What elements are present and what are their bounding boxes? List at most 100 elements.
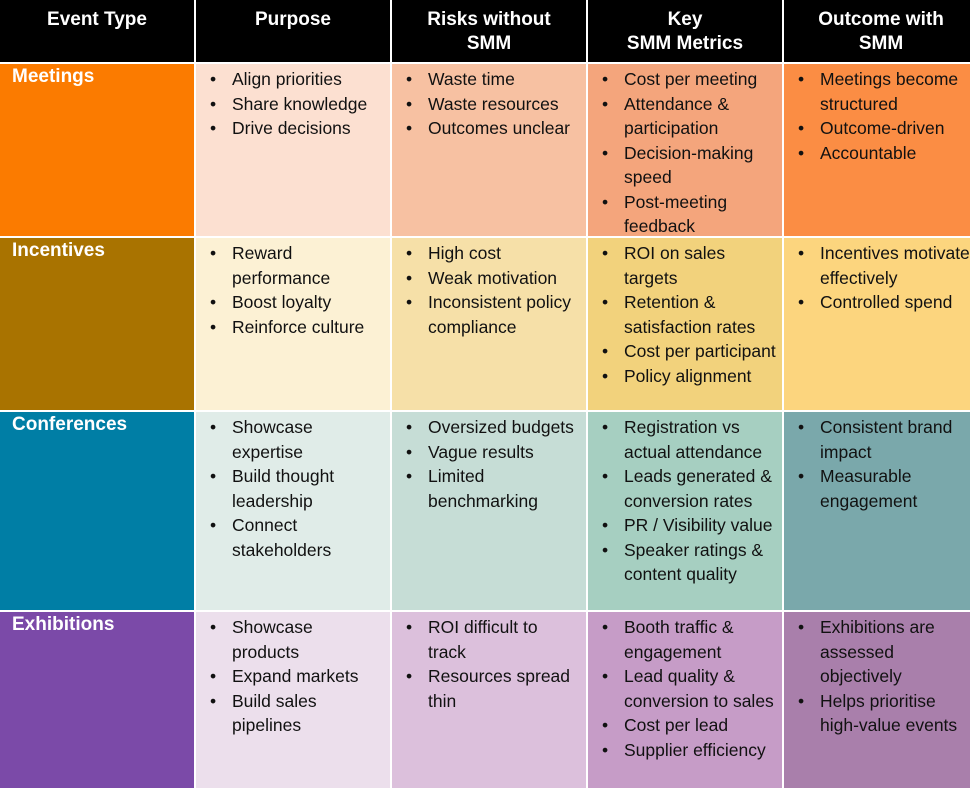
list-item: Resources spread thin [406,664,580,713]
metrics-cell-incentives: ROI on sales targetsRetention & satisfac… [588,238,782,410]
list-item: Registration vs actual attendance [602,415,776,464]
metrics-list-exhibitions: Booth traffic & engagementLead quality &… [588,612,782,762]
list-item: Limited benchmarking [406,464,580,513]
list-item: Waste resources [406,92,580,117]
header-outcome: Outcome with SMM [784,0,970,62]
event-cell-exhibitions: Exhibitions [0,612,194,788]
list-item: Helps prioritise high-value events [798,689,970,738]
list-item: Meetings become structured [798,67,970,116]
list-item: Share knowledge [210,92,384,117]
list-item: Retention & satisfaction rates [602,290,776,339]
smm-event-table: Event Type Purpose Risks without SMM Key… [0,0,970,780]
metrics-cell-conferences: Registration vs actual attendanceLeads g… [588,412,782,610]
purpose-list-meetings: Align prioritiesShare knowledgeDrive dec… [196,64,390,141]
list-item: Lead quality & conversion to sales [602,664,776,713]
list-item: Vague results [406,440,580,465]
risks-cell-exhibitions: ROI difficult to trackResources spread t… [392,612,586,788]
header-event-type-label: Event Type [47,9,147,30]
outcome-cell-conferences: Consistent brand impactMeasurable engage… [784,412,970,610]
event-cell-conferences: Conferences [0,412,194,610]
list-item: Leads generated & conversion rates [602,464,776,513]
header-metrics-line2: SMM Metrics [626,33,744,54]
metrics-list-meetings: Cost per meetingAttendance & participati… [588,64,782,236]
list-item: Supplier efficiency [602,738,776,763]
list-item: Showcase products [210,615,384,664]
purpose-cell-conferences: Showcase expertiseBuild thought leadersh… [196,412,390,610]
metrics-list-conferences: Registration vs actual attendanceLeads g… [588,412,782,587]
list-item: Decision-making speed [602,141,776,190]
outcome-list-conferences: Consistent brand impactMeasurable engage… [784,412,970,513]
list-item: Build sales pipelines [210,689,384,738]
list-item: ROI on sales targets [602,241,776,290]
list-item: Waste time [406,67,580,92]
list-item: Cost per meeting [602,67,776,92]
list-item: Measurable engagement [798,464,970,513]
event-label-exhibitions: Exhibitions [12,614,115,635]
list-item: Boost loyalty [210,290,384,315]
list-item: Reward performance [210,241,384,290]
list-item: Exhibitions are assessed objectively [798,615,970,689]
event-cell-incentives: Incentives [0,238,194,410]
list-item: Cost per lead [602,713,776,738]
outcome-list-incentives: Incentives motivate effectivelyControlle… [784,238,970,315]
list-item: Outcomes unclear [406,116,580,141]
purpose-cell-meetings: Align prioritiesShare knowledgeDrive dec… [196,64,390,236]
header-metrics: Key SMM Metrics [588,0,782,62]
risks-list-conferences: Oversized budgetsVague resultsLimited be… [392,412,586,513]
list-item: Cost per participant [602,339,776,364]
list-item: Consistent brand impact [798,415,970,464]
list-item: Inconsistent policy compliance [406,290,580,339]
list-item: PR / Visibility value [602,513,776,538]
list-item: Outcome-driven [798,116,970,141]
event-cell-meetings: Meetings [0,64,194,236]
list-item: Drive decisions [210,116,384,141]
header-outcome-line1: Outcome with [818,9,944,30]
list-item: ROI difficult to track [406,615,580,664]
header-risks: Risks without SMM [392,0,586,62]
risks-list-meetings: Waste timeWaste resourcesOutcomes unclea… [392,64,586,141]
header-outcome-line2: SMM [858,33,904,54]
list-item: Build thought leadership [210,464,384,513]
header-risks-line1: Risks without [427,9,551,30]
header-event-type: Event Type [0,0,194,62]
header-purpose: Purpose [196,0,390,62]
outcome-list-meetings: Meetings become structuredOutcome-driven… [784,64,970,165]
event-label-meetings: Meetings [12,66,95,87]
list-item: Weak motivation [406,266,580,291]
header-risks-line2: SMM [466,33,512,54]
list-item: Speaker ratings & content quality [602,538,776,587]
list-item: Post-meeting feedback [602,190,776,237]
outcome-cell-incentives: Incentives motivate effectivelyControlle… [784,238,970,410]
list-item: High cost [406,241,580,266]
outcome-cell-exhibitions: Exhibitions are assessed objectivelyHelp… [784,612,970,788]
purpose-list-conferences: Showcase expertiseBuild thought leadersh… [196,412,390,562]
list-item: Policy alignment [602,364,776,389]
purpose-cell-incentives: Reward performanceBoost loyaltyReinforce… [196,238,390,410]
purpose-list-incentives: Reward performanceBoost loyaltyReinforce… [196,238,390,339]
purpose-list-exhibitions: Showcase productsExpand marketsBuild sal… [196,612,390,738]
list-item: Connect stakeholders [210,513,384,562]
risks-list-exhibitions: ROI difficult to trackResources spread t… [392,612,586,713]
risks-cell-meetings: Waste timeWaste resourcesOutcomes unclea… [392,64,586,236]
risks-list-incentives: High costWeak motivationInconsistent pol… [392,238,586,339]
event-label-incentives: Incentives [12,240,105,261]
list-item: Showcase expertise [210,415,384,464]
list-item: Oversized budgets [406,415,580,440]
list-item: Reinforce culture [210,315,384,340]
list-item: Accountable [798,141,970,166]
risks-cell-incentives: High costWeak motivationInconsistent pol… [392,238,586,410]
outcome-list-exhibitions: Exhibitions are assessed objectivelyHelp… [784,612,970,738]
list-item: Controlled spend [798,290,970,315]
metrics-cell-exhibitions: Booth traffic & engagementLead quality &… [588,612,782,788]
list-item: Align priorities [210,67,384,92]
outcome-cell-meetings: Meetings become structuredOutcome-driven… [784,64,970,236]
list-item: Attendance & participation [602,92,776,141]
metrics-list-incentives: ROI on sales targetsRetention & satisfac… [588,238,782,388]
list-item: Incentives motivate effectively [798,241,970,290]
list-item: Expand markets [210,664,384,689]
event-label-conferences: Conferences [12,414,128,435]
list-item: Booth traffic & engagement [602,615,776,664]
risks-cell-conferences: Oversized budgetsVague resultsLimited be… [392,412,586,610]
header-metrics-line1: Key [667,9,703,30]
metrics-cell-meetings: Cost per meetingAttendance & participati… [588,64,782,236]
